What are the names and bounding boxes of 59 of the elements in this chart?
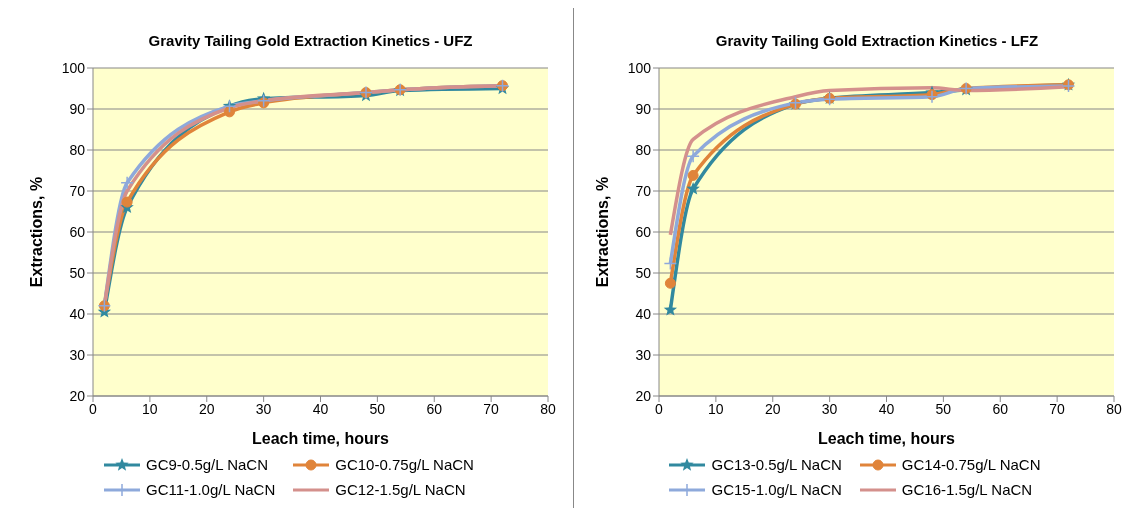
point — [686, 181, 700, 195]
y-tick-label: 60 — [69, 223, 86, 240]
legend-label: GC11-1.0g/L NaCN — [146, 481, 276, 498]
point — [687, 169, 699, 181]
legend-label: GC9-0.5g/L NaCN — [146, 456, 269, 473]
y-tick-label: 50 — [69, 264, 86, 281]
point — [224, 106, 235, 118]
point — [120, 176, 134, 190]
x-tick-label: 50 — [369, 400, 386, 417]
x-tick-label: 10 — [142, 400, 158, 417]
point — [121, 196, 133, 208]
legend-label: GC10-0.75g/L NaCN — [335, 456, 474, 473]
chart-title: Gravity Tailing Gold Extraction Kinetics - UFZ — [147, 31, 474, 51]
y-tick-label: 90 — [69, 100, 86, 117]
legend-label: GC14-0.75g/L NaCN — [901, 456, 1041, 473]
x-tick-label: 30 — [255, 400, 272, 417]
y-tick-label: 90 — [635, 100, 652, 117]
x-tick-label: 0 — [655, 400, 664, 417]
y-tick-label: 80 — [635, 141, 652, 158]
x-tick-label: 70 — [483, 400, 500, 417]
x-axis-title: Leach time, hours — [252, 430, 390, 447]
y-tick-label: 100 — [61, 59, 86, 76]
x-tick-label: 50 — [935, 400, 952, 417]
point — [663, 302, 678, 316]
y-tick-label: 20 — [69, 387, 86, 404]
x-tick-label: 20 — [198, 400, 215, 417]
y-axis-title: Extractions, % — [27, 176, 45, 288]
y-tick-label: 30 — [69, 346, 86, 363]
x-tick-label: 70 — [1049, 400, 1066, 417]
x-tick-label: 80 — [540, 400, 556, 417]
x-tick-label: 60 — [426, 400, 443, 417]
y-tick-label: 60 — [635, 223, 652, 240]
y-tick-label: 40 — [69, 305, 86, 322]
point — [663, 256, 678, 271]
legend-label: GC15-1.0g/L NaCN — [711, 481, 842, 498]
chart-title: Gravity Tailing Gold Extraction Kinetics - LFZ — [714, 31, 1040, 51]
point — [664, 277, 676, 289]
y-axis-title: Extractions, % — [593, 176, 611, 288]
x-tick-label: 0 — [89, 400, 98, 417]
x-tick-label: 60 — [992, 400, 1009, 417]
x-tick-label: 20 — [764, 400, 781, 417]
legend-label: GC13-0.5g/L NaCN — [711, 456, 842, 473]
point — [686, 149, 700, 163]
x-tick-label: 40 — [312, 400, 329, 417]
x-tick-label: 30 — [821, 400, 838, 417]
y-tick-label: 70 — [635, 182, 652, 199]
x-tick-label: 80 — [1106, 400, 1122, 417]
legend-label: GC12-1.5g/L NaCN — [335, 481, 466, 498]
y-tick-label: 40 — [635, 305, 652, 322]
x-tick-label: 10 — [708, 400, 724, 417]
y-tick-label: 100 — [627, 59, 652, 76]
y-tick-label: 30 — [635, 346, 652, 363]
legend-label: GC16-1.5g/L NaCN — [901, 481, 1033, 498]
y-tick-label: 50 — [635, 264, 652, 281]
x-tick-label: 40 — [878, 400, 895, 417]
y-tick-label: 20 — [635, 387, 652, 404]
y-tick-label: 80 — [69, 141, 86, 158]
y-tick-label: 70 — [69, 182, 86, 199]
x-axis-title: Leach time, hours — [818, 430, 956, 447]
